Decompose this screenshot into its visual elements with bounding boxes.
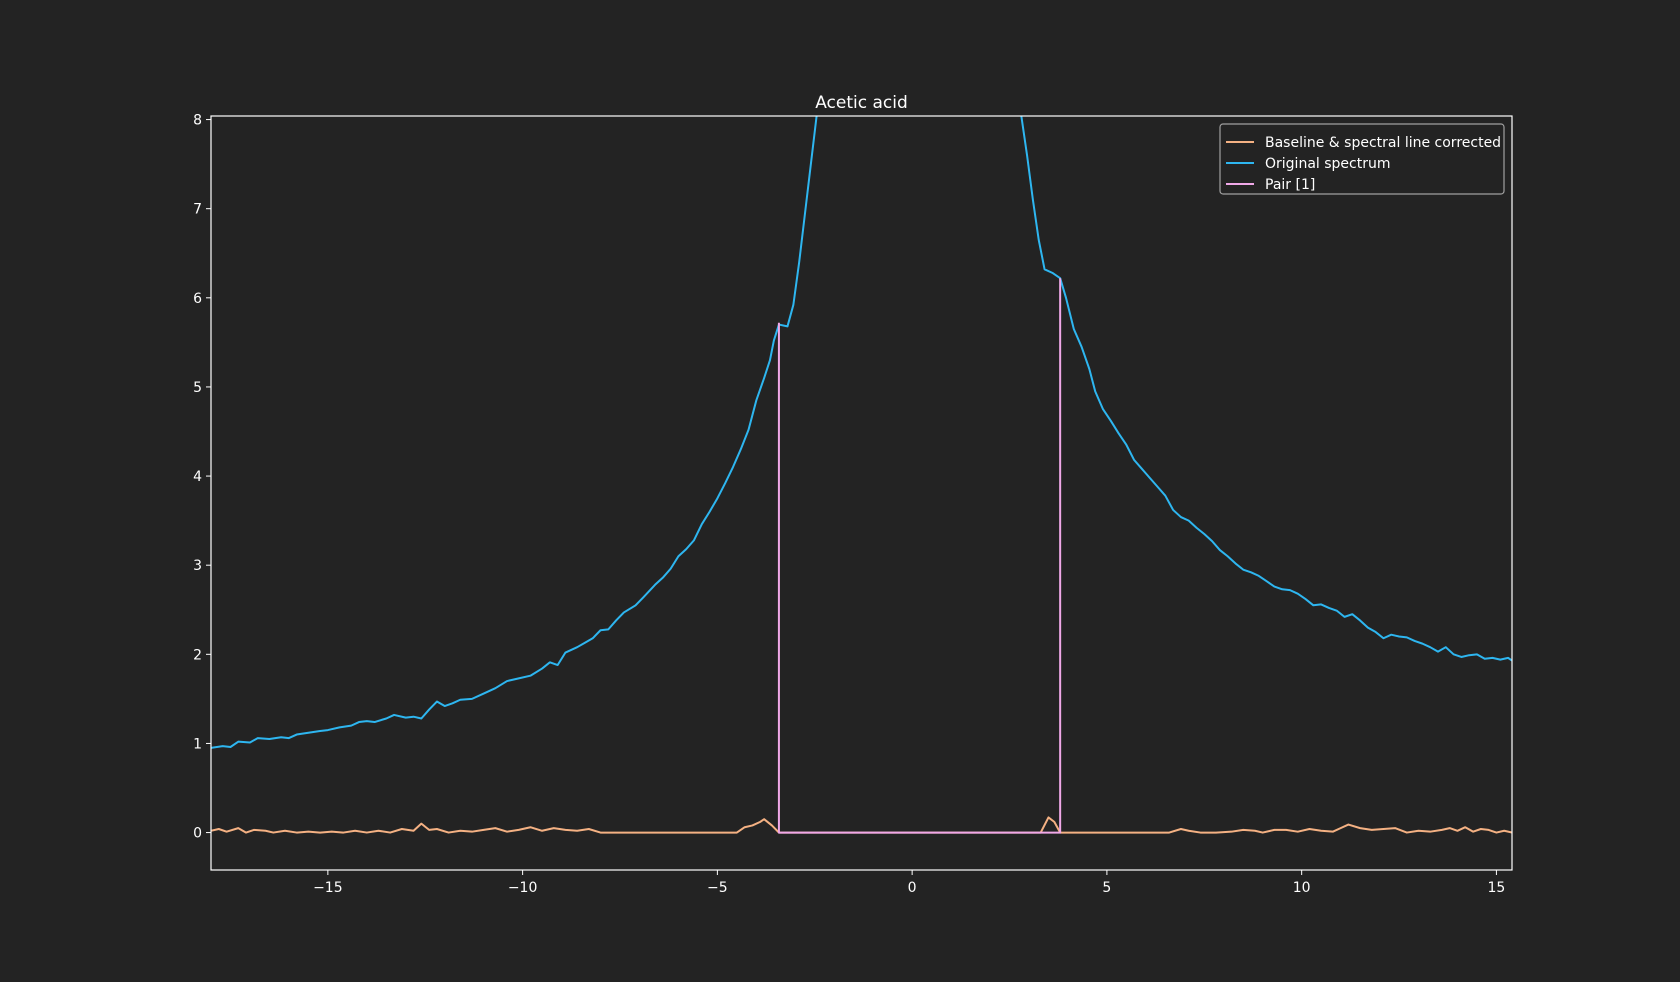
legend-label: Pair [1] bbox=[1265, 177, 1315, 193]
y-axis: 0 1 2 3 4 5 6 7 8 bbox=[193, 113, 211, 842]
legend-label: Baseline & spectral line corrected bbox=[1265, 135, 1501, 151]
y-tick-label: 7 bbox=[193, 202, 202, 218]
x-axis: −15 −10 −5 0 5 10 15 bbox=[313, 870, 1505, 896]
y-tick-label: 5 bbox=[193, 380, 202, 396]
y-tick-label: 0 bbox=[193, 826, 202, 842]
y-tick-label: 3 bbox=[193, 558, 202, 574]
x-tick-label: −10 bbox=[508, 880, 538, 896]
y-tick-label: 1 bbox=[193, 736, 202, 752]
axes-frame bbox=[210, 115, 1513, 871]
x-tick-label: −5 bbox=[707, 880, 728, 896]
x-tick-label: 5 bbox=[1102, 880, 1111, 896]
x-tick-label: 15 bbox=[1488, 880, 1506, 896]
chart-title: Acetic acid bbox=[815, 93, 908, 113]
legend-label: Original spectrum bbox=[1265, 156, 1390, 172]
series-line-pair-1 bbox=[777, 278, 1062, 834]
y-tick-label: 2 bbox=[193, 647, 202, 663]
series-line-baseline-spectral-line-corrected bbox=[211, 816, 1512, 834]
y-tick-label: 6 bbox=[193, 291, 202, 307]
x-tick-label: −15 bbox=[313, 880, 343, 896]
series-layer bbox=[211, 116, 1512, 834]
y-tick-label: 4 bbox=[193, 469, 202, 485]
x-tick-label: 10 bbox=[1293, 880, 1311, 896]
legend-box bbox=[1219, 123, 1505, 195]
y-tick-label: 8 bbox=[193, 113, 202, 129]
series-line-original-spectrum bbox=[211, 116, 1512, 749]
legend: Baseline & spectral line corrected Origin… bbox=[1219, 123, 1505, 195]
x-tick-label: 0 bbox=[908, 880, 917, 896]
